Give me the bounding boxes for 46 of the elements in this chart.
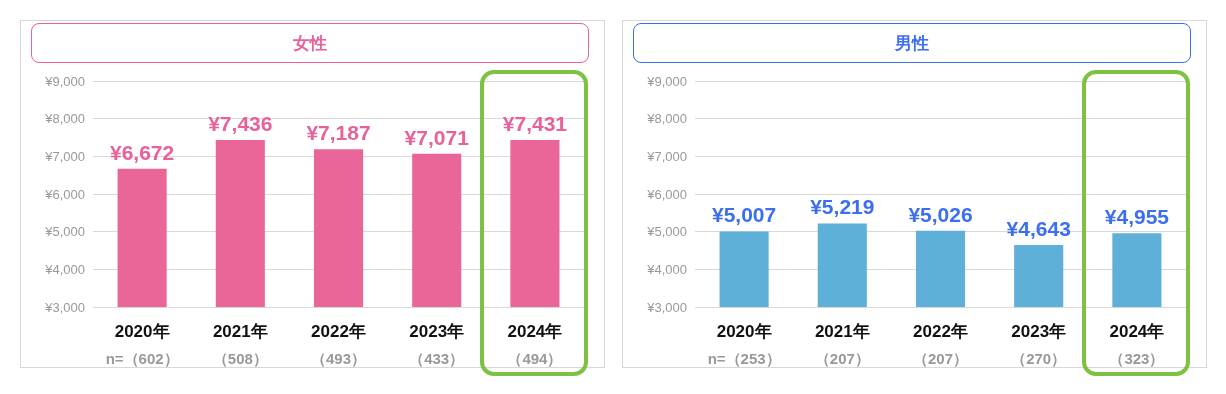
y-tick-label: ¥5,000 bbox=[646, 224, 687, 240]
chart-title: 女性 bbox=[31, 23, 589, 63]
x-tick-label: 2022年 bbox=[913, 322, 968, 341]
text: （207） bbox=[912, 349, 969, 367]
x-tick-label: 2024年 bbox=[507, 322, 563, 341]
y-tick-label: ¥8,000 bbox=[44, 111, 85, 127]
data-label: ¥5,007 bbox=[711, 203, 777, 227]
text: （508） bbox=[212, 349, 268, 367]
data-label: ¥7,436 bbox=[208, 111, 273, 135]
y-tick-label: ¥3,000 bbox=[44, 299, 85, 315]
y-tick-label: ¥8,000 bbox=[646, 111, 687, 127]
text: （433） bbox=[409, 349, 465, 367]
text: （207） bbox=[814, 349, 870, 367]
y-tick-label: ¥6,000 bbox=[44, 186, 85, 202]
y-tick-label: ¥7,000 bbox=[646, 148, 687, 164]
data-label: ¥5,026 bbox=[908, 202, 973, 226]
data-label: ¥5,219 bbox=[810, 195, 875, 219]
x-tick-label: 2023年 bbox=[409, 322, 465, 341]
data-label: ¥4,955 bbox=[1104, 205, 1170, 229]
x-tick-label: 2024年 bbox=[1109, 322, 1165, 341]
data-label: ¥7,071 bbox=[404, 125, 470, 149]
text: （270） bbox=[1011, 349, 1067, 367]
y-tick-label: ¥5,000 bbox=[44, 224, 85, 240]
y-tick-label: ¥7,000 bbox=[44, 148, 85, 164]
text: （494） bbox=[507, 349, 563, 367]
y-tick-label: ¥6,000 bbox=[646, 186, 687, 202]
x-tick-label: 2021年 bbox=[212, 322, 268, 341]
y-tick-label: ¥9,000 bbox=[44, 73, 85, 89]
text: （323） bbox=[1109, 349, 1165, 367]
data-label: ¥7,187 bbox=[306, 121, 371, 145]
x-tick-label: 2023年 bbox=[1011, 322, 1067, 341]
chart-title: 男性 bbox=[633, 23, 1191, 63]
data-label: ¥7,431 bbox=[502, 112, 568, 136]
text: （493） bbox=[310, 349, 367, 367]
text: n=（602） bbox=[105, 349, 179, 367]
y-tick-label: ¥3,000 bbox=[646, 299, 687, 315]
data-label: ¥6,672 bbox=[109, 140, 175, 164]
x-tick-label: 2021年 bbox=[814, 322, 870, 341]
x-tick-label: 2020年 bbox=[114, 322, 170, 341]
y-tick-label: ¥9,000 bbox=[646, 73, 687, 89]
y-tick-label: ¥4,000 bbox=[44, 261, 85, 277]
data-label: ¥4,643 bbox=[1006, 217, 1071, 241]
x-tick-label: 2020年 bbox=[716, 322, 772, 341]
y-tick-label: ¥4,000 bbox=[646, 261, 687, 277]
x-tick-label: 2022年 bbox=[311, 322, 366, 341]
text: n=（253） bbox=[707, 349, 781, 367]
